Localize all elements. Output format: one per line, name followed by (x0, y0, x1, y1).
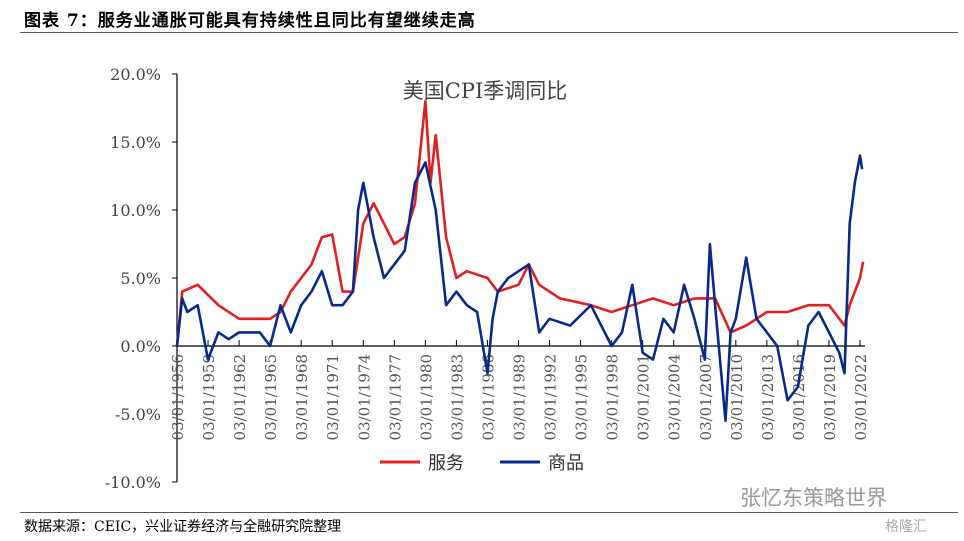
x-tick-label: 03/01/1974 (355, 354, 373, 440)
x-tick-label: 03/01/1959 (200, 354, 218, 440)
x-tick-label: 03/01/1983 (448, 354, 466, 440)
x-tick-label: 03/01/2013 (759, 354, 777, 440)
x-tick-label: 03/01/1989 (511, 354, 529, 440)
y-tick-label: 15.0% (110, 133, 161, 152)
x-tick-label: 03/01/1956 (169, 354, 187, 440)
legend-label-services: 服务 (428, 453, 464, 474)
x-tick-label: 03/01/2001 (635, 354, 653, 440)
x-tick-label: 03/01/1977 (386, 354, 404, 440)
y-tick-label: 5.0% (120, 269, 161, 288)
x-tick-label: 03/01/1968 (293, 354, 311, 440)
series-line-goods (175, 154, 864, 423)
top-divider (20, 32, 958, 33)
x-tick-label: 03/01/1992 (542, 354, 560, 440)
x-tick-label: 03/01/2007 (697, 354, 715, 440)
x-tick-label: 03/01/1980 (417, 354, 435, 440)
x-tick-label: 03/01/1962 (231, 354, 249, 440)
bottom-divider (20, 512, 958, 513)
x-tick-label: 03/01/2019 (821, 354, 839, 440)
x-tick-label: 03/01/2016 (790, 354, 808, 440)
figure-title: 图表 7：服务业通胀可能具有持续性且同比有望继续走高 (24, 11, 476, 31)
x-tick-label: 03/01/1995 (573, 354, 591, 440)
y-tick-label: 10.0% (110, 201, 161, 220)
y-tick-label: -5.0% (115, 405, 161, 424)
x-tick-label: 03/01/2010 (728, 354, 746, 440)
watermark-logo: 格隆汇 (885, 519, 927, 535)
x-tick-label: 03/01/1998 (604, 354, 622, 440)
x-tick-label: 03/01/2022 (852, 354, 870, 440)
x-tick-label: 03/01/1971 (324, 354, 342, 440)
source-note: 数据来源：CEIC，兴业证券经济与全融研究院整理 (24, 519, 342, 535)
watermark: 张忆东策略世界 (740, 486, 887, 510)
chart-title: 美国CPI季调同比 (403, 79, 568, 103)
legend-label-goods: 商品 (548, 453, 584, 474)
x-tick-label: 03/01/1965 (262, 354, 280, 440)
y-tick-label: 20.0% (110, 65, 161, 84)
y-tick-label: 0.0% (120, 337, 161, 356)
series-line-services (175, 99, 865, 347)
x-tick-label: 03/01/1986 (479, 354, 497, 440)
y-tick-label: -10.0% (105, 473, 161, 492)
x-tick-label: 03/01/2004 (666, 354, 684, 440)
